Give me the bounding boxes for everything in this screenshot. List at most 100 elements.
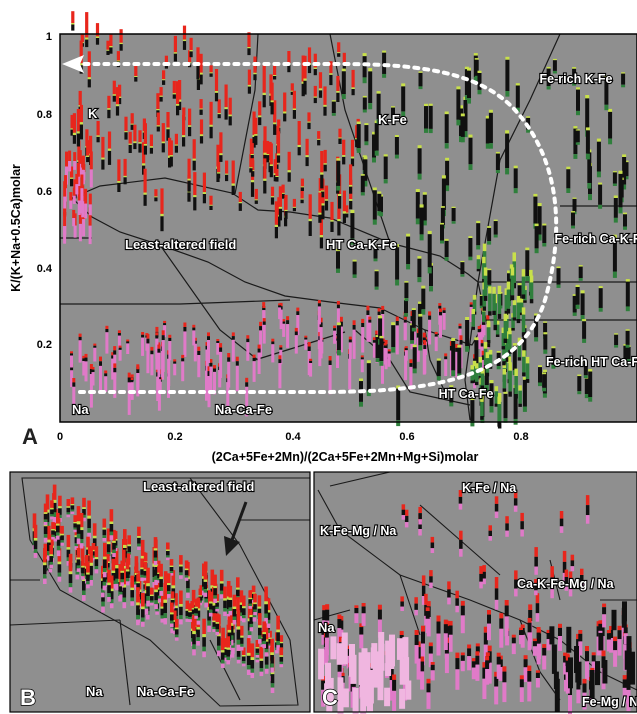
data-mark (497, 396, 501, 405)
data-mark (542, 647, 547, 656)
data-mark (111, 554, 115, 561)
data-mark (404, 522, 409, 528)
data-mark (575, 130, 580, 143)
data-mark (251, 592, 256, 594)
data-mark (361, 603, 366, 607)
data-mark (503, 338, 508, 343)
data-mark (196, 617, 201, 621)
data-mark (430, 548, 435, 553)
data-mark (418, 316, 423, 346)
data-mark (136, 587, 140, 603)
data-mark (575, 304, 580, 309)
data-mark (101, 157, 105, 160)
data-mark (516, 295, 521, 303)
data-mark (80, 34, 84, 43)
data-mark (319, 237, 323, 249)
data-mark (551, 348, 556, 365)
data-mark (572, 294, 577, 296)
data-mark (522, 379, 527, 407)
data-mark (418, 345, 423, 351)
data-mark (109, 591, 114, 600)
x-tick-label: 0.8 (513, 431, 528, 443)
data-mark (101, 159, 105, 170)
data-mark (578, 265, 583, 267)
data-mark (196, 610, 201, 618)
data-mark (270, 102, 274, 115)
data-mark (542, 374, 547, 388)
panel-a-x-axis-title: (2Ca+5Fe+2Mn)/(2Ca+5Fe+2Mn+Mg+Si)molar (212, 450, 479, 464)
data-mark (250, 155, 254, 159)
data-mark (51, 530, 55, 535)
data-mark (125, 558, 130, 570)
data-mark (143, 569, 148, 571)
data-mark (248, 606, 252, 609)
data-mark (160, 213, 164, 217)
data-mark (137, 537, 141, 544)
data-mark (56, 535, 60, 540)
data-mark (449, 402, 454, 407)
data-mark (321, 205, 325, 220)
data-mark (508, 391, 512, 397)
data-mark (421, 596, 426, 605)
data-mark (109, 47, 113, 54)
data-mark (130, 601, 134, 606)
data-mark (359, 634, 364, 649)
data-mark (472, 299, 477, 312)
data-mark (623, 344, 628, 346)
data-mark (91, 367, 95, 370)
data-mark (247, 635, 252, 641)
data-mark (473, 77, 478, 82)
data-mark (361, 327, 365, 353)
data-mark (415, 192, 420, 219)
data-mark (358, 652, 365, 686)
data-mark (217, 114, 221, 119)
data-mark (415, 189, 420, 192)
data-mark (239, 590, 244, 603)
field-label-k: K (88, 106, 98, 121)
data-mark (82, 595, 86, 601)
data-mark (193, 195, 197, 198)
data-mark (47, 539, 51, 543)
data-mark (350, 156, 355, 159)
data-mark (352, 688, 359, 714)
data-mark (489, 406, 494, 413)
data-mark (282, 321, 286, 324)
data-mark (460, 262, 465, 275)
data-mark (395, 247, 400, 280)
data-mark (146, 596, 150, 601)
data-mark (575, 284, 580, 287)
panel-b-letter: B (20, 685, 36, 710)
data-mark (606, 630, 611, 634)
data-mark (346, 649, 351, 656)
data-mark (76, 547, 81, 558)
data-mark (333, 325, 337, 329)
data-mark (317, 300, 321, 304)
data-mark (163, 618, 167, 625)
data-mark (348, 358, 352, 390)
data-mark (582, 692, 587, 710)
data-mark (516, 302, 521, 319)
data-mark (493, 234, 498, 238)
data-mark (622, 679, 627, 688)
data-mark (226, 647, 230, 650)
data-mark (277, 119, 281, 127)
data-mark (368, 71, 373, 104)
data-mark (546, 86, 551, 90)
data-mark (199, 134, 204, 137)
data-mark (505, 133, 510, 169)
data-mark (66, 557, 71, 562)
data-mark (156, 109, 160, 111)
data-mark (266, 623, 271, 628)
data-mark (494, 403, 499, 407)
data-mark (114, 568, 119, 579)
data-mark (366, 310, 370, 316)
data-mark (563, 662, 568, 675)
data-mark (209, 124, 213, 127)
data-mark (60, 540, 64, 543)
data-mark (270, 186, 275, 197)
data-mark (102, 538, 107, 542)
data-mark (223, 657, 227, 662)
panel-a-trend-arrow (78, 62, 559, 394)
data-mark (330, 636, 337, 660)
data-mark (574, 646, 579, 673)
